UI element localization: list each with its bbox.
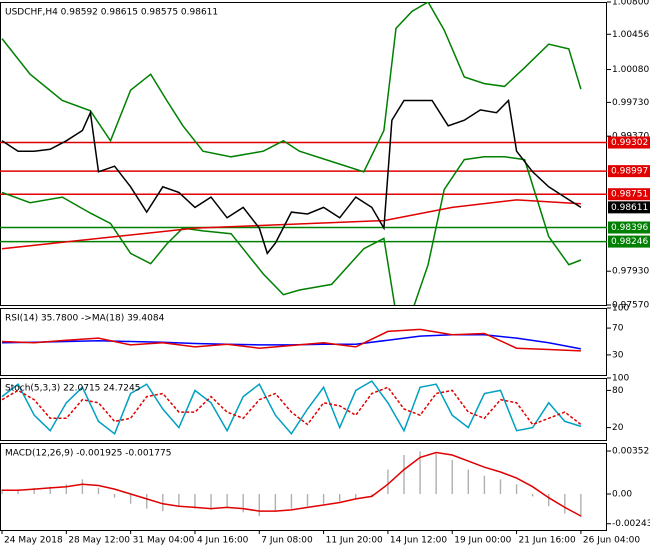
histogram-bar <box>419 451 421 495</box>
histogram-bar <box>467 469 470 495</box>
histogram-bar <box>338 494 341 502</box>
level-label-box <box>608 221 650 234</box>
histogram-bar <box>210 494 212 510</box>
level-label-box <box>608 235 650 248</box>
histogram-bar <box>194 494 196 509</box>
y-tick-label: 0.003521 <box>612 447 650 457</box>
last-price-label: 0.98611 <box>611 203 648 213</box>
histogram-bar <box>242 494 244 513</box>
histogram-bar <box>548 494 550 507</box>
y-tick-label: 100 <box>612 374 629 384</box>
plot <box>1 328 582 352</box>
histogram-bar <box>274 494 277 512</box>
panel-title: MACD(12,26,9) -0.001925 -0.001775 <box>5 449 171 459</box>
y-tick-label: 0.00 <box>612 490 632 500</box>
plot <box>1 451 582 518</box>
level-label: 0.98751 <box>611 190 648 200</box>
series-line <box>1 156 582 305</box>
series-line <box>2 451 582 517</box>
histogram-bar <box>81 479 84 495</box>
histogram-bar <box>531 494 534 497</box>
histogram-bar <box>435 453 437 495</box>
panel <box>0 443 607 531</box>
histogram-bar <box>322 494 325 504</box>
y-tick-label: 80 <box>612 386 624 396</box>
histogram-bar <box>306 494 309 507</box>
plot <box>0 2 607 305</box>
panel <box>0 2 607 306</box>
x-tick-label: 31 May 04:00 <box>133 536 195 546</box>
histogram-bar <box>290 494 293 509</box>
histogram-bar <box>564 494 566 514</box>
histogram-bar <box>387 469 389 495</box>
histogram-bar <box>355 494 357 499</box>
x-tick-label: 28 May 12:00 <box>68 536 130 546</box>
histogram-bar <box>499 479 502 495</box>
histogram-bar <box>129 494 132 504</box>
histogram-bar <box>65 484 68 495</box>
y-tick-label: 1.00080 <box>612 65 649 75</box>
panel-title: USDCHF,H4 0.98592 0.98615 0.98575 0.9861… <box>5 8 218 18</box>
series-line <box>1 380 582 436</box>
panel-title: RSI(14) 35.7800 ->MA(18) 39.4084 <box>5 314 165 324</box>
series-line <box>1 98 582 255</box>
histogram-bar <box>162 494 164 512</box>
y-tick-label: 20 <box>612 423 624 433</box>
histogram-bar <box>515 484 518 495</box>
x-tick-label: 11 Jun 20:00 <box>326 536 383 546</box>
x-tick-label: 26 Jun 04:00 <box>583 536 640 546</box>
histogram-bar <box>33 487 35 495</box>
panel-title: Stoch(5,3,3) 22.0715 24.7245 <box>5 384 140 394</box>
histogram-bar <box>113 494 116 498</box>
level-label-box <box>608 165 650 178</box>
histogram-bar <box>178 494 180 507</box>
y-tick-label: 1.00456 <box>612 30 649 40</box>
series-line <box>1 2 582 173</box>
x-tick-label: 21 Jun 16:00 <box>519 536 576 546</box>
x-tick-label: 24 May 2018 <box>4 536 63 546</box>
histogram-bar <box>97 487 100 495</box>
last-price-box <box>608 201 650 214</box>
y-tick-label: 100 <box>612 304 629 314</box>
level-label: 0.98396 <box>611 223 648 233</box>
histogram-bar <box>226 494 228 508</box>
y-tick-label: 0.97570 <box>612 301 649 311</box>
level-label-box <box>608 188 650 201</box>
y-tick-label: 70 <box>612 324 624 334</box>
histogram-bar <box>49 486 51 495</box>
histogram-bar <box>146 494 148 509</box>
level-label: 0.98997 <box>611 167 648 177</box>
histogram-bar <box>451 459 453 495</box>
y-tick-label: 0.97930 <box>612 267 649 277</box>
y-tick-label: -0.002437 <box>612 519 650 529</box>
plot <box>1 380 582 436</box>
histogram-bar <box>258 494 260 516</box>
x-tick-label: 7 Jun 08:00 <box>261 536 313 546</box>
y-tick-label: 1.00800 <box>612 0 649 8</box>
histogram-bar <box>483 475 486 495</box>
x-tick-label: 14 Jun 12:00 <box>390 536 447 546</box>
series-line <box>1 199 581 250</box>
x-tick-label: 19 Jun 00:00 <box>454 536 511 546</box>
level-label: 0.98246 <box>611 237 648 247</box>
histogram-bar <box>403 454 405 495</box>
level-label-box <box>608 136 650 149</box>
x-tick-label: 4 Jun 16:00 <box>197 536 249 546</box>
histogram-bar <box>371 494 373 497</box>
series-line <box>1 328 581 352</box>
panel <box>0 308 607 376</box>
panel <box>0 378 607 441</box>
level-label: 0.99302 <box>611 138 648 148</box>
y-tick-label: 30 <box>612 350 624 360</box>
histogram-bar <box>580 494 582 518</box>
series-line <box>1 386 582 426</box>
histogram-bar <box>17 490 19 495</box>
y-tick-label: 0.99730 <box>612 98 649 108</box>
histogram-bar <box>1 489 3 495</box>
